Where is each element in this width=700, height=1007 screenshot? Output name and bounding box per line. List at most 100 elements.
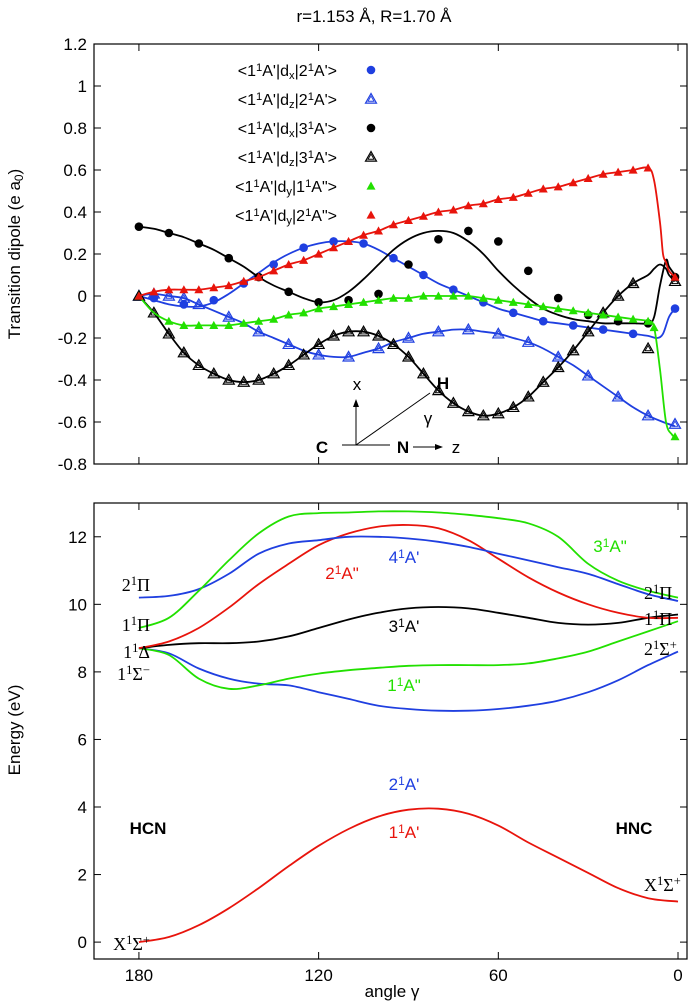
dipole-series-4-point	[476, 408, 490, 421]
dipole-series-2-point	[521, 335, 535, 347]
dipole-series-4-point	[374, 331, 383, 339]
dipole-series-6-point	[374, 226, 384, 235]
curve-label-7: 31A"	[593, 536, 626, 556]
y-tick-label: -0.2	[58, 329, 87, 348]
dipole-series-4-point	[239, 378, 248, 385]
dipole-series-4-point	[569, 346, 577, 354]
dipole-series-3-point	[553, 293, 563, 303]
dipole-series-5-point	[359, 297, 369, 306]
inset-atom-h: H	[437, 374, 449, 393]
inset-gamma-label: γ	[424, 409, 433, 428]
energy-x-axis-label: angle γ	[365, 982, 420, 1001]
dipole-series-6-point	[598, 169, 608, 178]
dipole-series-4-point	[297, 348, 311, 360]
energy-series	[138, 510, 679, 943]
dipole-series-6-point	[164, 285, 174, 294]
energy-curve-s4A1	[138, 535, 679, 602]
figure-title: r=1.153 Å, R=1.70 Å	[297, 7, 453, 26]
energy-curve-s3A1	[138, 606, 679, 650]
hnc-label: HNC	[616, 819, 653, 838]
dipole-series-5-point	[523, 299, 533, 308]
dipole-series-2-point	[371, 341, 386, 354]
dipole-series-5-point	[553, 304, 563, 313]
left-state-label-1: 21Π	[122, 574, 150, 595]
dipole-series-6-point	[418, 211, 428, 220]
dipole-series-5-point	[670, 432, 680, 441]
dipole-series-2-point	[671, 420, 679, 427]
dipole-series-4-point	[614, 292, 622, 299]
legend-entry-6-label: <11A'|dy|21A">	[235, 207, 337, 227]
dipole-series-2-point	[195, 300, 203, 308]
dipole-series-6-point	[433, 207, 443, 216]
curve-label-5: 21A"	[325, 563, 358, 583]
dipole-series-4-point	[566, 343, 580, 356]
dipole-series-6-point	[254, 272, 264, 281]
dipole-series-4-point	[359, 327, 368, 335]
dipole-series-4-point	[329, 331, 338, 339]
dipole-series-4-point	[386, 337, 401, 350]
y-tick-label: 4	[78, 798, 87, 817]
dipole-series-5-point	[239, 318, 249, 327]
dipole-series-1-point	[538, 316, 548, 326]
dipole-series-5-point	[538, 302, 548, 311]
energy-curve-s1A1	[138, 807, 679, 943]
dipole-series-4-point	[210, 369, 218, 377]
dipole-series-2-point	[491, 327, 505, 339]
right-state-label-1: 21Π	[644, 582, 672, 603]
dipole-series-6-point	[269, 266, 279, 275]
dipole-series-2-point	[284, 340, 293, 347]
dipole-series-2-point	[464, 325, 473, 333]
legend-entry-6-marker	[366, 210, 376, 219]
x-tick-label: 120	[304, 966, 332, 985]
energy-panel: 0 2 4 6 8 10 12 180 120 60 0 11A' 21A' 11A" 31A' 21A" 4…	[5, 502, 688, 1001]
dipole-series-4-point	[222, 373, 236, 385]
dipole-series-6-point	[179, 285, 189, 294]
dipole-series-4-point	[327, 329, 341, 341]
dipole-series-4-point	[464, 407, 473, 415]
dipole-series-4-point	[434, 386, 443, 394]
y-tick-label: 6	[78, 730, 87, 749]
dipole-series-3-point	[404, 260, 413, 269]
dipole-series-2-point	[165, 292, 173, 299]
dipole-series-2-point	[434, 327, 443, 335]
curve-label-6: 41A'	[389, 547, 420, 567]
dipole-series-4-point	[284, 361, 293, 368]
dipole-series-6-point	[239, 276, 249, 285]
dipole-series-3-point	[434, 235, 443, 244]
dipole-series-4-point	[312, 337, 326, 350]
dipole-series-4-point	[195, 361, 203, 368]
dipole-series-4-point	[371, 329, 386, 341]
dipole-series-2-point	[584, 371, 592, 379]
dipole-series-2-point	[224, 313, 233, 320]
dipole-series-5-point	[224, 320, 234, 329]
dipole-series-3-point	[134, 222, 144, 231]
dipole-series-1-point	[568, 321, 578, 330]
dipole-series-4-point	[419, 369, 428, 377]
dipole-series-4-point	[389, 340, 398, 347]
dipole-plot-frame	[93, 43, 688, 465]
y-tick-label: 1.2	[63, 35, 87, 54]
x-tick-label: 60	[489, 966, 508, 985]
dipole-series-4-point	[180, 348, 188, 356]
y-tick-label: 0.6	[63, 161, 87, 180]
dipole-series-4-line	[138, 263, 676, 417]
dipole-series-5-point	[179, 320, 189, 329]
y-tick-label: 12	[68, 528, 87, 547]
dipole-series-6-point	[628, 165, 638, 174]
left-state-label-2: 11Π	[122, 614, 150, 635]
dipole-series-5-point	[418, 291, 428, 300]
dipole-series-1-point	[209, 295, 219, 305]
dipole-series-1-point	[389, 253, 398, 263]
dipole-series-4-point	[629, 279, 637, 287]
dipole-series-5-point	[329, 302, 339, 311]
dipole-series-2-point	[180, 294, 188, 301]
y-tick-label: 0	[78, 287, 87, 306]
dipole-series-4-point	[177, 345, 191, 358]
dipole-series-5-point	[478, 293, 488, 302]
dipole-series-4-point	[299, 350, 308, 358]
dipole-series-6-point	[508, 192, 518, 201]
dipole-series-3-point	[374, 289, 383, 299]
x-tick-label: 180	[125, 966, 153, 985]
dipole-series-2-point	[554, 352, 562, 360]
curve-label-3: 11A"	[387, 675, 420, 695]
